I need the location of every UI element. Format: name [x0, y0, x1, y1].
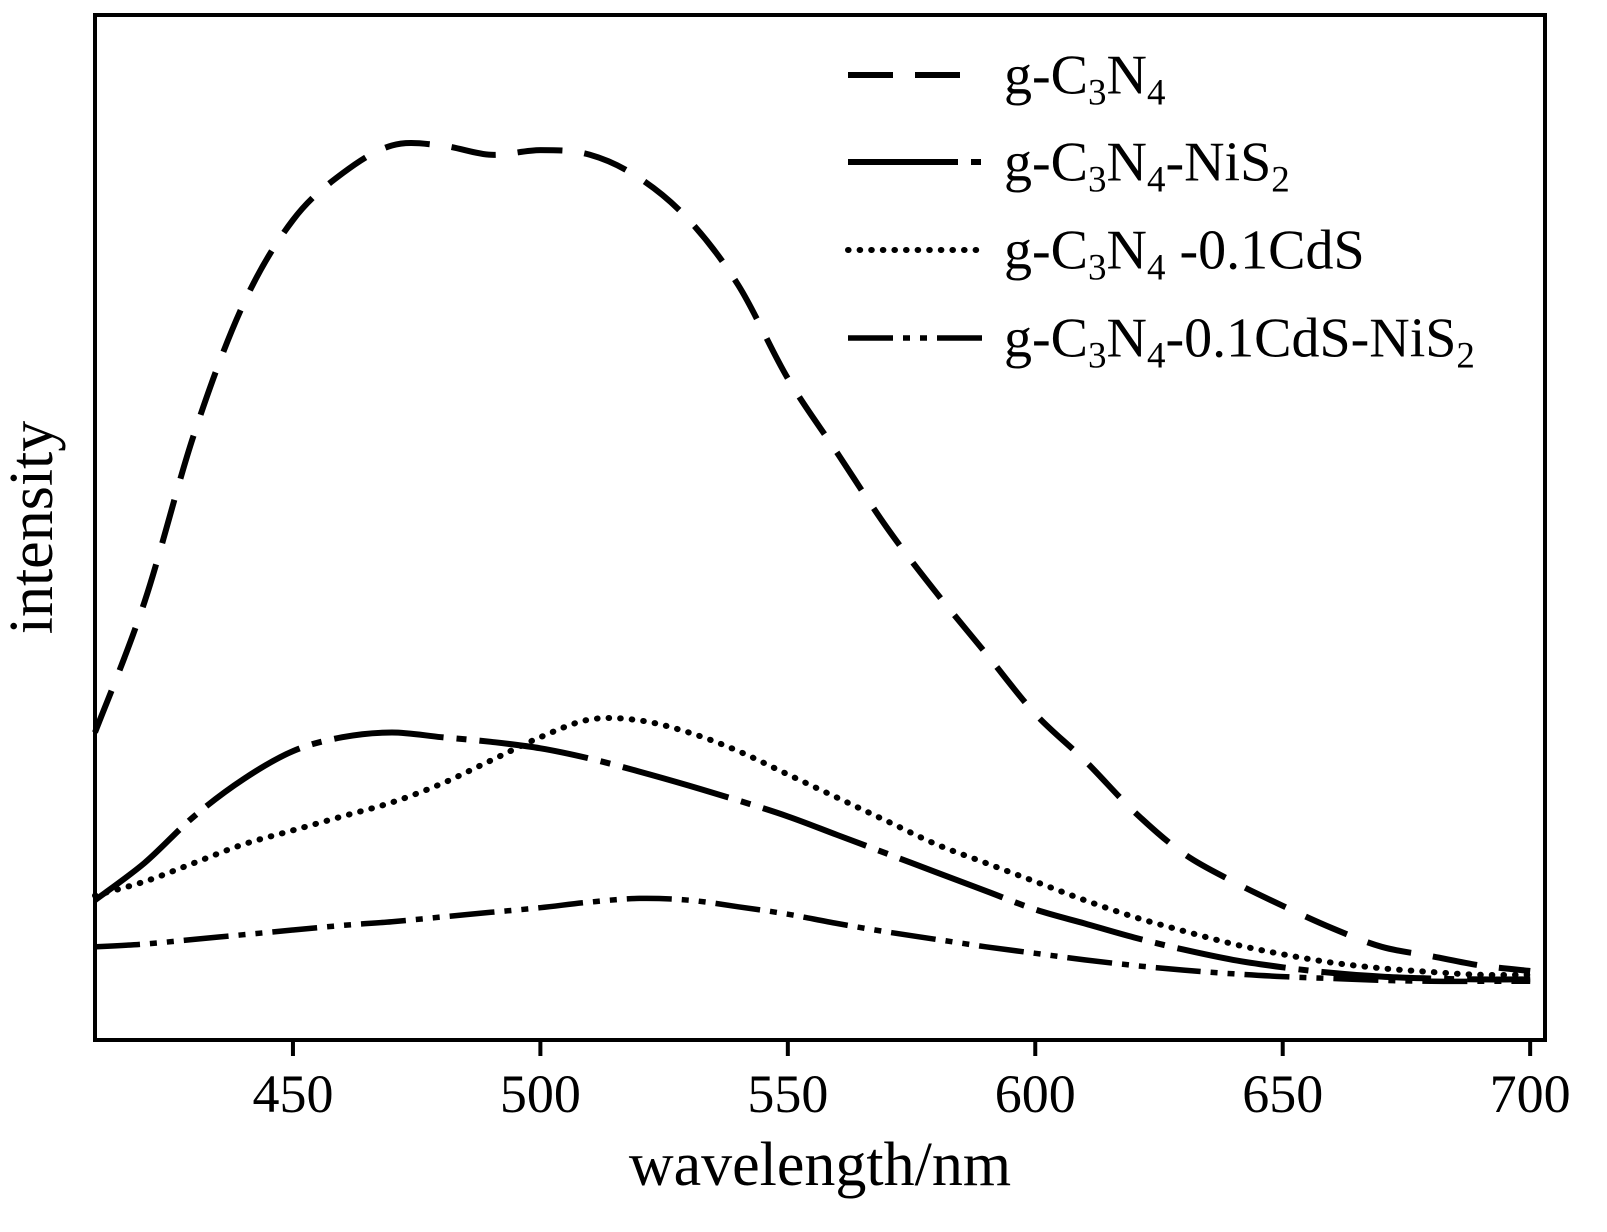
- legend-item-3: g-C3N4-0.1CdS-NiS2: [848, 307, 1475, 377]
- series-path-2: [92, 714, 1534, 978]
- plot-frame: [93, 13, 1547, 1042]
- legend-item-1: g-C3N4-NiS2: [848, 131, 1290, 201]
- series-path-3: [94, 895, 1531, 985]
- legend-item-2: g-C3N4 -0.1CdS: [845, 219, 1365, 289]
- legend-item-0: g-C3N4: [848, 44, 1165, 114]
- y-axis-label: intensity: [0, 421, 66, 635]
- legend-label: g-C3N4-0.1CdS-NiS2: [1004, 307, 1475, 376]
- legend-label: g-C3N4 -0.1CdS: [1004, 219, 1365, 288]
- legend-label: g-C3N4-NiS2: [1004, 131, 1290, 200]
- x-tick-label: 450: [252, 1064, 333, 1124]
- series-path-1: [93, 729, 1531, 983]
- series-path-0: [92, 140, 1531, 974]
- x-tick-label: 650: [1242, 1064, 1323, 1124]
- x-tick-label: 550: [747, 1064, 828, 1124]
- x-tick-label: 600: [995, 1064, 1076, 1124]
- x-tick-label: 500: [500, 1064, 581, 1124]
- x-tick-label: 700: [1490, 1064, 1571, 1124]
- x-axis-label: wavelength/nm: [629, 1131, 1011, 1199]
- legend-label: g-C3N4: [1004, 44, 1165, 113]
